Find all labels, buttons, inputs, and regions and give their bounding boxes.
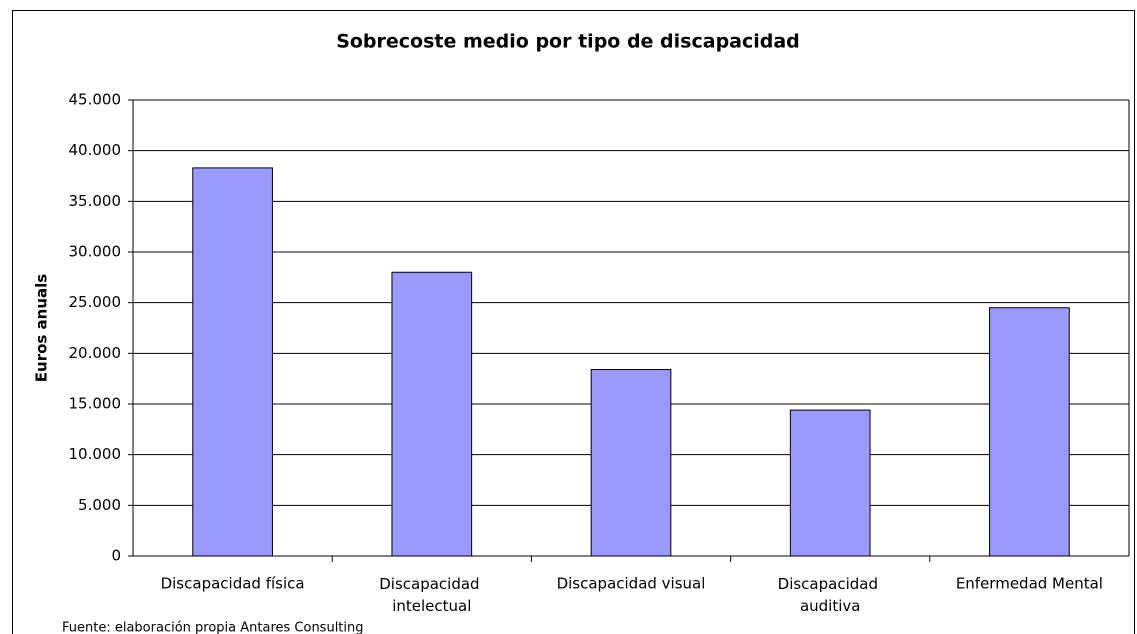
y-tick-label: 20.000 xyxy=(69,344,122,362)
chart-title: Sobrecoste medio por tipo de discapacida… xyxy=(336,31,800,53)
y-axis-label: Euros anuals xyxy=(33,274,51,383)
chart-frame xyxy=(12,10,1135,634)
bar xyxy=(391,271,473,557)
x-tick-label: Discapacidad visual xyxy=(557,575,706,593)
bar xyxy=(590,369,672,557)
y-tick-label: 35.000 xyxy=(69,192,122,210)
bar xyxy=(192,167,273,557)
y-tick-label: 45.000 xyxy=(69,91,122,109)
x-tick-line: intelectual xyxy=(392,597,471,615)
y-tick-label: 30.000 xyxy=(69,243,122,261)
x-tick-line: Discapacidad xyxy=(379,575,484,593)
y-tick-label: 10.000 xyxy=(69,445,122,463)
bar xyxy=(989,307,1070,557)
source-note: Fuente: elaboración propia Antares Consu… xyxy=(62,621,364,634)
y-tick-label: 15.000 xyxy=(69,395,122,413)
y-tick-label: 5.000 xyxy=(78,496,121,514)
x-tick-line: Discapacidad xyxy=(778,575,883,593)
x-tick-label: Discapacidad física xyxy=(161,575,305,593)
x-tick-line: auditiva xyxy=(800,597,861,615)
y-tick-label: 40.000 xyxy=(69,141,122,159)
y-tick-label: 25.000 xyxy=(69,293,122,311)
x-tick-label: Discapacidad auditiva xyxy=(778,575,883,615)
y-tick-label: 0 xyxy=(111,547,121,565)
x-tick-label: Discapacidad intelectual xyxy=(379,575,484,615)
x-tick-label: Enfermedad Mental xyxy=(956,575,1103,593)
bar xyxy=(789,409,871,557)
